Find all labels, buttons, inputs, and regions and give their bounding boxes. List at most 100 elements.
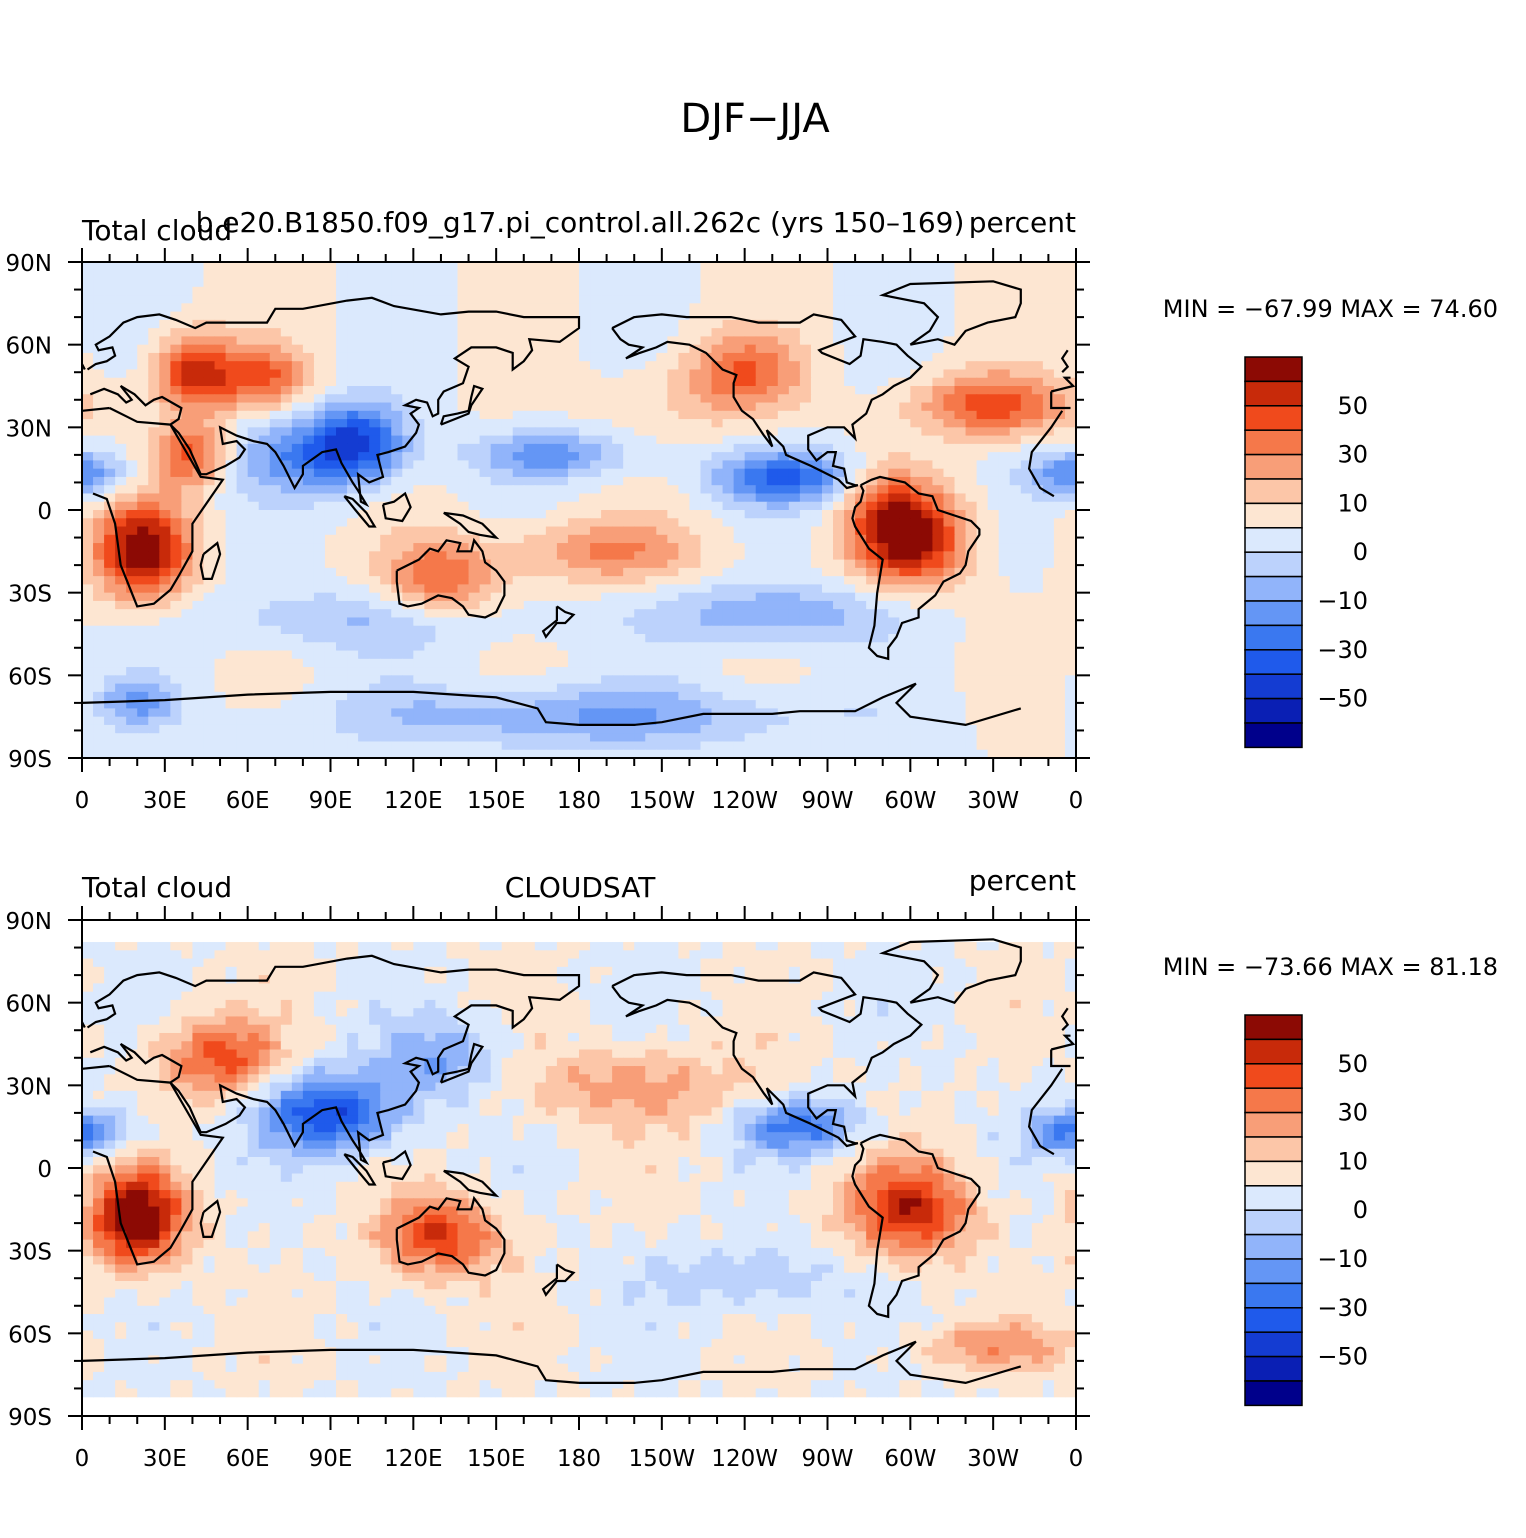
heatmap-cell <box>523 452 536 461</box>
heatmap-cell <box>501 278 514 288</box>
heatmap-cell <box>269 352 282 362</box>
heatmap-cell <box>998 510 1011 519</box>
heatmap-cell <box>788 319 801 329</box>
heatmap-cell <box>115 510 127 519</box>
heatmap-cell <box>336 328 348 337</box>
heatmap-cell <box>413 394 425 404</box>
heatmap-cell <box>512 691 525 701</box>
heatmap-cell <box>170 394 182 404</box>
heatmap-cell <box>567 625 580 635</box>
heatmap-cell <box>1009 510 1022 519</box>
heatmap-cell <box>1009 658 1022 668</box>
heatmap-cell <box>634 386 646 395</box>
heatmap-cell <box>512 518 525 528</box>
heatmap-cell <box>1053 576 1066 585</box>
heatmap-cell <box>965 419 978 428</box>
heatmap-cell <box>302 675 315 685</box>
heatmap-cell <box>877 510 889 519</box>
heatmap-cell <box>347 336 359 346</box>
heatmap-cell <box>402 642 414 652</box>
heatmap-cell <box>380 369 392 379</box>
heatmap-cell <box>821 386 834 395</box>
heatmap-cell <box>115 468 127 478</box>
heatmap-cell <box>788 609 801 619</box>
heatmap-cell <box>634 361 646 371</box>
heatmap-cell <box>656 311 668 321</box>
heatmap-cell <box>280 650 293 660</box>
heatmap-cell <box>380 634 392 643</box>
heatmap-cell <box>280 518 293 528</box>
heatmap-cell <box>910 634 922 643</box>
heatmap-cell <box>899 667 911 676</box>
heatmap-cell <box>987 691 1000 701</box>
heatmap-cell <box>336 518 348 528</box>
heatmap-cell <box>943 311 956 321</box>
heatmap-cell <box>910 262 922 271</box>
heatmap-cell <box>446 551 459 561</box>
heatmap-cell <box>545 493 558 503</box>
heatmap-cell <box>82 319 94 329</box>
heatmap-cell <box>380 402 392 412</box>
heatmap-cell <box>623 452 635 461</box>
heatmap-cell <box>280 642 293 652</box>
heatmap-cell <box>556 460 569 470</box>
heatmap-cell <box>623 543 635 552</box>
heatmap-cell <box>336 476 348 486</box>
heatmap-cell <box>733 559 746 569</box>
heatmap-cell <box>534 452 547 461</box>
heatmap-cell <box>391 551 403 561</box>
heatmap-cell <box>192 386 205 395</box>
heatmap-cell <box>115 609 127 619</box>
heatmap-cell <box>302 551 315 561</box>
heatmap-cell <box>126 352 138 362</box>
heatmap-cell <box>821 344 834 354</box>
heatmap-cell <box>424 658 437 668</box>
heatmap-cell <box>490 609 503 619</box>
heatmap-cell <box>104 567 116 577</box>
heatmap-cell <box>623 617 635 627</box>
heatmap-cell <box>976 667 989 676</box>
heatmap-cell <box>1031 344 1044 354</box>
heatmap-cell <box>424 427 437 437</box>
heatmap-cell <box>369 650 381 660</box>
heatmap-cell <box>457 559 470 569</box>
heatmap-cell <box>523 534 536 544</box>
heatmap-cell <box>203 311 216 321</box>
heatmap-cell <box>446 352 459 362</box>
heatmap-cell <box>159 270 171 280</box>
heatmap-cell <box>1031 303 1044 313</box>
heatmap-cell <box>833 328 845 337</box>
heatmap-cell <box>667 485 679 495</box>
heatmap-cell <box>899 576 911 585</box>
heatmap-cell <box>380 658 392 668</box>
heatmap-cell <box>446 286 459 296</box>
heatmap-cell <box>733 377 746 387</box>
heatmap-cell <box>545 526 558 536</box>
heatmap-cell <box>755 534 768 544</box>
heatmap-cell <box>733 493 746 503</box>
heatmap-cell <box>380 625 392 635</box>
heatmap-cell <box>82 534 94 544</box>
heatmap-cell <box>1053 650 1066 660</box>
heatmap-cell <box>556 262 569 271</box>
heatmap-cell <box>1053 667 1066 676</box>
heatmap-cell <box>170 551 182 561</box>
heatmap-cell <box>590 576 602 585</box>
heatmap-cell <box>667 700 679 709</box>
heatmap-cell <box>567 369 580 379</box>
heatmap-cell <box>1053 592 1066 602</box>
heatmap-cell <box>159 650 171 660</box>
heatmap-cell <box>777 650 790 660</box>
heatmap-cell <box>126 576 138 585</box>
heatmap-cell <box>855 609 867 619</box>
heatmap-cell <box>645 369 657 379</box>
heatmap-cell <box>336 352 348 362</box>
heatmap-cell <box>766 510 779 519</box>
heatmap-cell <box>888 476 900 486</box>
heatmap-cell <box>965 336 978 346</box>
heatmap-cell <box>258 510 271 519</box>
heatmap-cell <box>910 592 922 602</box>
heatmap-cell <box>457 476 470 486</box>
heatmap-cell <box>203 526 216 536</box>
heatmap-cell <box>987 460 1000 470</box>
